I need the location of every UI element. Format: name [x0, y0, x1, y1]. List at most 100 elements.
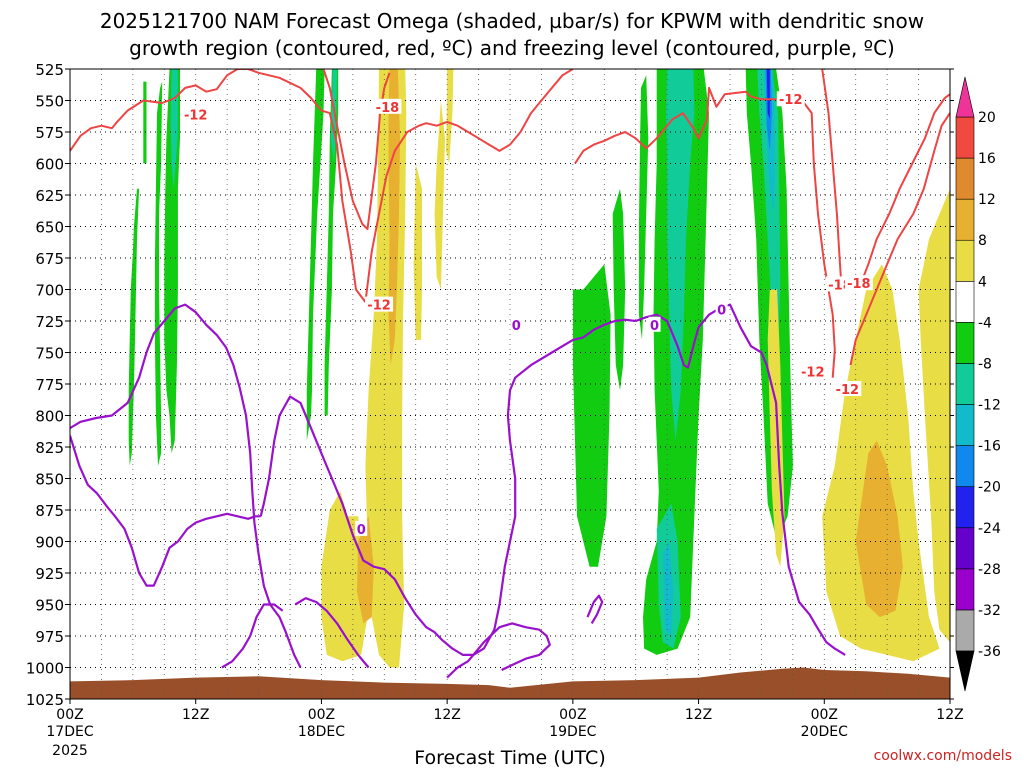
dgz-contour-6: [849, 112, 950, 366]
freezing-label-2-bg: [510, 316, 523, 332]
freezing-level-contour-1: [70, 435, 261, 587]
dendritic-growth-contours: [70, 69, 950, 378]
dgz-label-1: -12: [367, 299, 391, 314]
colorbar-label: -24: [978, 521, 1001, 537]
x-tick-date: 17DEC: [46, 724, 93, 740]
omega-shading-layer: [128, 69, 950, 668]
dgz-contour-3: [574, 86, 778, 165]
dgz-label-4-bg: [798, 363, 827, 379]
omega-region-9: [612, 188, 626, 391]
omega-region-7: [330, 69, 338, 164]
dgz-label-2: -18: [376, 101, 400, 116]
y-tick-label: 775: [35, 376, 64, 394]
x-tick-label: 00Z: [559, 707, 586, 723]
x-tick-date: 18DEC: [298, 724, 345, 740]
y-tick-label: 1025: [26, 691, 64, 709]
chart-title-line-2: growth region (contoured, red, ºC) and f…: [129, 36, 895, 60]
colorbar: -36 -32 -28 -24 -20 -16 -12 -8 -4 4 8 12 16 20: [955, 76, 1001, 692]
omega-region-23: [357, 516, 374, 624]
freezing-level-contour-2: [259, 318, 636, 657]
omega-region-29: [855, 440, 903, 618]
omega-region-10: [638, 75, 649, 340]
y-tick-label: 575: [35, 124, 64, 142]
colorbar-label: -16: [978, 439, 1001, 455]
chart-title-line-1: 2025121700 NAM Forecast Omega (shaded, µ…: [100, 9, 924, 33]
freezing-level-contours: [70, 303, 846, 679]
omega-region-22: [388, 69, 400, 366]
y-tick-label: 825: [35, 439, 64, 457]
freezing-label-2: 0: [512, 319, 521, 334]
y-tick-label: 650: [35, 219, 64, 237]
omega-region-0: [143, 81, 147, 164]
dgz-label-6: -12: [836, 383, 860, 398]
x-tick-label: 00Z: [56, 707, 83, 723]
dgz-contour-5: [821, 69, 842, 280]
dgz-contour-4: [800, 98, 836, 378]
omega-region-3: [164, 69, 180, 454]
dgz-label-2-bg: [373, 98, 402, 114]
y-tick-label: 925: [35, 565, 64, 583]
year-label: 2025: [52, 743, 88, 759]
colorbar-segment-12: [955, 116, 975, 159]
y-tick-label: 600: [35, 156, 64, 174]
omega-region-5: [306, 69, 325, 441]
freezing-level-contour-3: [635, 303, 846, 656]
colorbar-over-arrow: [955, 76, 975, 118]
x-tick-label: 12Z: [433, 707, 460, 723]
colorbar-label: 20: [978, 110, 996, 126]
y-tick-label: 550: [35, 93, 64, 111]
omega-region-2: [154, 81, 163, 466]
freezing-label-1-bg: [355, 520, 368, 536]
x-tick-label: 00Z: [811, 707, 838, 723]
dgz-contour-0: [70, 69, 367, 303]
colorbar-label: -36: [978, 644, 1001, 660]
colorbar-segment-11: [955, 157, 975, 200]
colorbar-segment-7: [955, 322, 975, 364]
freezing-label-0: 0: [650, 319, 659, 334]
omega-region-25: [434, 100, 445, 290]
x-tick-label: 12Z: [936, 707, 963, 723]
omega-region-8: [572, 264, 611, 567]
y-tick-label: 950: [35, 597, 64, 615]
colorbar-under-arrow: [955, 650, 975, 692]
freezing-level-contour-7: [586, 594, 604, 624]
y-tick-label: 525: [35, 61, 64, 79]
x-tick-label: 12Z: [182, 707, 209, 723]
omega-region-1: [128, 188, 140, 466]
dgz-label-7: -18: [847, 277, 871, 292]
dgz-label-0-bg: [181, 106, 210, 122]
y-axis-ticks: 525 550 575 600 625 650 675 700 725 750 775 800 825 8…: [26, 61, 954, 709]
y-tick-label: 750: [35, 345, 64, 363]
colorbar-segment-10: [955, 198, 975, 241]
omega-region-24: [413, 163, 422, 340]
colorbar-segment-8: [955, 281, 975, 323]
credit-link[interactable]: coolwx.com/models: [874, 748, 1012, 764]
omega-region-30: [918, 188, 950, 643]
y-tick-label: 675: [35, 250, 64, 268]
dgz-contour-7: [860, 93, 950, 284]
y-tick-label: 875: [35, 502, 64, 520]
colorbar-segment-4: [955, 445, 975, 487]
colorbar-label: -8: [978, 356, 992, 372]
dgz-contour-1: [364, 69, 574, 303]
colorbar-label: 4: [978, 274, 987, 290]
freezing-level-contour-6: [446, 622, 551, 679]
terrain-layer: [70, 667, 950, 699]
colorbar-label: -32: [978, 603, 1001, 619]
omega-region-6: [324, 69, 339, 416]
y-tick-label: 900: [35, 534, 64, 552]
freezing-level-contour-5: [221, 603, 284, 669]
dgz-label-0: -12: [184, 108, 208, 123]
freezing-level-contour-4: [294, 597, 370, 669]
omega-region-19: [766, 69, 770, 120]
x-tick-label: 12Z: [685, 707, 712, 723]
terrain-fill: [70, 667, 950, 699]
freezing-label-3: 0: [717, 304, 726, 319]
colorbar-label: -28: [978, 562, 1001, 578]
colorbar-label: -20: [978, 480, 1001, 496]
x-tick-date: 20DEC: [801, 724, 848, 740]
colorbar-label: -12: [978, 398, 1001, 414]
